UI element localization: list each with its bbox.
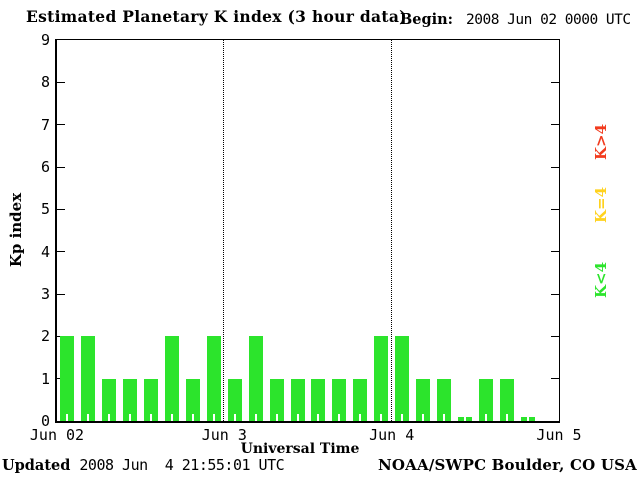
chart-title: Estimated Planetary K index (3 hour data… <box>26 7 407 26</box>
bar-bottom-notch <box>380 414 383 421</box>
y-tick-right <box>551 124 559 126</box>
begin-label: Begin: <box>400 11 454 28</box>
credit-text: NOAA/SWPC Boulder, CO USA <box>377 456 637 474</box>
day-separator-line <box>223 40 225 421</box>
legend-item: K=4 <box>592 186 610 224</box>
plot-area <box>55 39 560 423</box>
bar-bottom-notch <box>442 414 445 421</box>
kp-bar <box>374 336 389 421</box>
bar-bottom-notch <box>317 414 320 421</box>
y-tick-left <box>57 166 65 168</box>
kp-bar <box>165 336 180 421</box>
y-tick-right <box>551 166 559 168</box>
kp-bar <box>206 336 221 421</box>
kp-bar <box>311 379 326 421</box>
bar-bottom-notch <box>129 414 132 421</box>
bar-bottom-notch <box>233 414 236 421</box>
y-tick-right <box>551 335 559 337</box>
bar-bottom-notch <box>275 414 278 421</box>
y-axis-title: Kp index <box>7 192 25 268</box>
y-tick-label: 8 <box>40 73 50 92</box>
kp-bar <box>478 379 493 421</box>
y-tick-right <box>551 251 559 253</box>
y-tick-label: 9 <box>40 31 50 49</box>
bar-bottom-notch <box>150 414 153 421</box>
legend-item: K>4 <box>592 123 610 161</box>
y-tick-left <box>57 81 65 83</box>
x-tick-label: Jun 5 <box>536 426 582 444</box>
kp-bar <box>332 379 347 421</box>
bar-bottom-notch <box>401 414 404 421</box>
kp-bar <box>123 379 138 421</box>
bar-bottom-notch <box>422 414 425 421</box>
kp-bar <box>81 336 96 421</box>
kp-bar <box>185 379 200 421</box>
bar-bottom-notch <box>212 414 215 421</box>
x-tick-label: Jun 02 <box>29 426 85 444</box>
bar-bottom-notch <box>484 414 487 421</box>
bar-bottom-notch <box>296 414 299 421</box>
kp-bar <box>436 379 451 421</box>
kp-bar <box>499 379 514 421</box>
y-tick-right <box>551 293 559 295</box>
y-tick-label: 5 <box>40 200 50 219</box>
y-tick-left <box>57 293 65 295</box>
y-tick-right <box>551 208 559 210</box>
y-tick-left <box>57 208 65 210</box>
kp-bar <box>290 379 305 421</box>
bar-bottom-notch <box>171 414 174 421</box>
bar-bottom-notch <box>359 414 362 421</box>
kp-bar <box>269 379 284 421</box>
y-tick-label: 3 <box>40 285 50 303</box>
kp-bar <box>60 336 75 421</box>
kp-bar <box>102 379 117 421</box>
bar-bottom-notch <box>526 414 529 421</box>
y-tick-right <box>551 378 559 380</box>
legend-item: K<4 <box>592 261 610 299</box>
bar-bottom-notch <box>505 414 508 421</box>
y-tick-label: 2 <box>40 327 50 346</box>
kp-bar <box>353 379 368 421</box>
y-tick-label: 7 <box>40 115 50 134</box>
day-separator-line <box>390 40 392 421</box>
updated-row: Updated 2008 Jun 4 21:55:01 UTC <box>2 456 285 474</box>
kp-bar <box>395 336 410 421</box>
bar-bottom-notch <box>108 414 111 421</box>
begin-value: 2008 Jun 02 0000 UTC <box>466 12 631 28</box>
bar-bottom-notch <box>254 414 257 421</box>
y-tick-left <box>57 124 65 126</box>
kp-bar <box>227 379 242 421</box>
y-tick-label: 6 <box>40 158 50 176</box>
begin-row: Begin: 2008 Jun 02 0000 UTC <box>400 11 631 28</box>
x-tick-label: Jun 4 <box>369 426 415 444</box>
y-tick-label: 4 <box>40 242 50 261</box>
y-tick-label: 0 <box>40 412 50 430</box>
x-tick-label: Jun 3 <box>201 426 247 444</box>
bar-bottom-notch <box>338 414 341 421</box>
y-tick-label: 1 <box>40 369 50 388</box>
kp-bar <box>416 379 431 421</box>
bar-bottom-notch <box>87 414 90 421</box>
bar-bottom-notch <box>463 414 466 421</box>
bar-bottom-notch <box>191 414 194 421</box>
updated-timestamp: 2008 Jun 4 21:55:01 UTC <box>79 456 285 474</box>
updated-label: Updated <box>2 457 71 474</box>
x-axis-title: Universal Time <box>240 441 360 457</box>
bar-bottom-notch <box>66 414 69 421</box>
kp-bar <box>144 379 159 421</box>
y-tick-right <box>551 81 559 83</box>
y-tick-left <box>57 251 65 253</box>
kp-bar <box>248 336 263 421</box>
